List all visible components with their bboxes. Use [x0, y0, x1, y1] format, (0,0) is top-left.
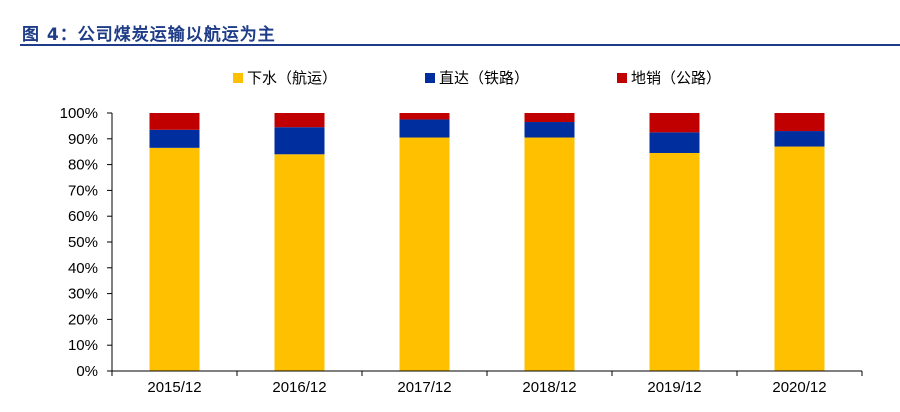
x-axis: 2015/12 2016/12 2017/12 2018/12 2019/12 2020/… [111, 370, 863, 396]
figure-header: 图 4：公司煤炭运输以航运为主 [0, 0, 900, 46]
legend-swatch-2 [617, 73, 627, 83]
bar-segment-0-2 [149, 113, 200, 130]
y-tick-label: 80% [68, 157, 98, 174]
x-tick-label: 2020/12 [772, 379, 826, 396]
bar-segment-4-0 [649, 152, 700, 371]
x-tick-label: 2015/12 [147, 379, 201, 396]
bar-segment-0-1 [149, 129, 200, 148]
y-tick-label: 60% [68, 208, 98, 225]
bar-segment-3-1 [524, 122, 575, 138]
chart-legend: 下水（航运） 直达（铁路） 地销（公路） [233, 70, 721, 87]
y-tick-label: 100% [60, 105, 98, 122]
y-tick-label: 10% [68, 337, 98, 354]
bar-segment-3-2 [524, 113, 575, 123]
bar-segment-2-0 [399, 137, 450, 371]
bar-segment-2-2 [399, 113, 450, 120]
y-tick-label: 40% [68, 260, 98, 277]
legend-label-1: 直达（铁路） [439, 70, 529, 87]
y-tick-label: 0% [76, 363, 98, 380]
bars-group [149, 113, 825, 371]
y-tick-label: 30% [68, 286, 98, 303]
x-tick-label: 2019/12 [647, 379, 701, 396]
x-tick-label: 2018/12 [522, 379, 576, 396]
bar-segment-1-2 [274, 113, 325, 128]
bar-segment-5-0 [774, 146, 825, 371]
bar-segment-2-1 [399, 119, 450, 138]
figure-title: 图 4：公司煤炭运输以航运为主 [22, 25, 276, 45]
x-tick-label: 2017/12 [397, 379, 451, 396]
header-divider [20, 44, 900, 46]
y-tick-label: 90% [68, 131, 98, 148]
x-tick-label: 2016/12 [272, 379, 326, 396]
bar-segment-4-2 [649, 113, 700, 133]
y-tick-label: 70% [68, 182, 98, 199]
bar-segment-3-0 [524, 137, 575, 371]
legend-swatch-1 [425, 73, 435, 83]
bar-segment-0-0 [149, 147, 200, 371]
legend-swatch-0 [233, 73, 243, 83]
y-axis: 0% 10% 20% 30% 40% 50% 60% 70% 80% 90% 100% [60, 105, 113, 380]
y-tick-label: 20% [68, 311, 98, 328]
y-tick-label: 50% [68, 234, 98, 251]
bar-segment-1-1 [274, 127, 325, 155]
legend-label-0: 下水（航运） [247, 70, 337, 87]
legend-label-2: 地销（公路） [631, 70, 721, 87]
bar-segment-1-0 [274, 154, 325, 371]
bar-segment-5-1 [774, 131, 825, 147]
bar-segment-5-2 [774, 113, 825, 132]
bar-segment-4-1 [649, 132, 700, 153]
